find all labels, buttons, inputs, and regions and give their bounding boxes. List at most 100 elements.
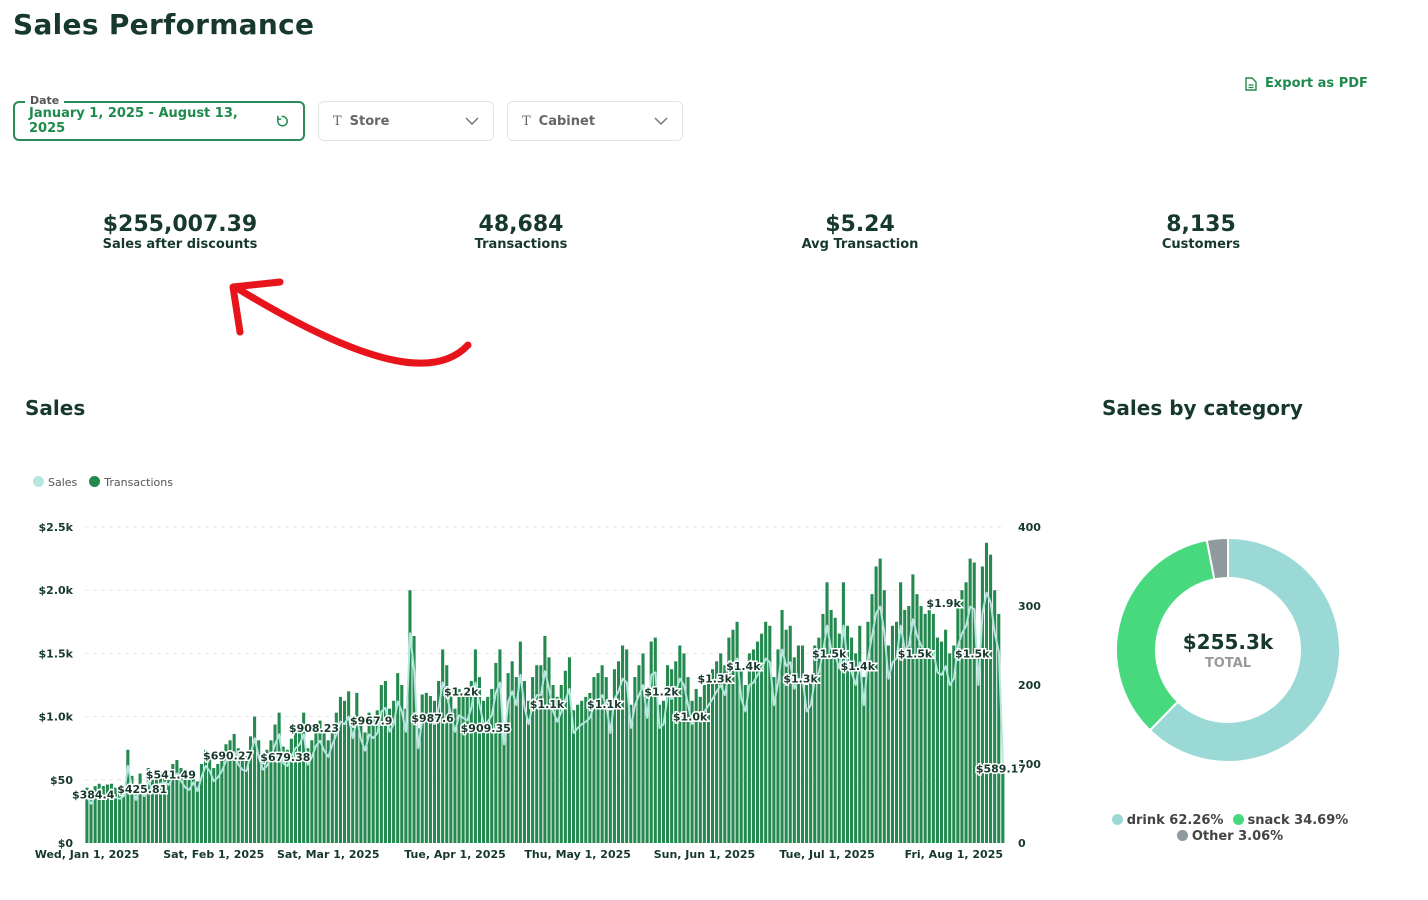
sales-chart-title: Sales [25,396,86,420]
sales-data-label: $1.4k [841,660,876,673]
legend-swatch [1111,814,1123,825]
transaction-bar [428,696,432,843]
transaction-bar [576,704,580,843]
transaction-bar [375,710,379,843]
sales-data-label: $1.1k [587,698,622,711]
transaction-bar [134,791,138,843]
transaction-bar [236,748,240,843]
transaction-bar [567,657,571,843]
transaction-bar [118,789,122,843]
legend-item-other[interactable]: Other 3.06% [1176,829,1283,844]
transaction-bar [629,704,633,843]
reset-icon[interactable] [276,114,289,128]
transaction-bar [383,681,387,843]
x-tick-label: Sun, Jun 1, 2025 [654,848,755,861]
transaction-bar [862,677,866,843]
transaction-bar [588,692,592,843]
sales-data-label: $1.5k [898,647,933,660]
date-field-label: Date [25,94,65,107]
legend-item-snack[interactable]: snack 34.69% [1232,813,1349,828]
transaction-bar [105,784,109,843]
transaction-bar [788,625,792,843]
text-type-icon: T [333,113,342,129]
transaction-bar [277,712,281,843]
transaction-bar [285,749,289,843]
transaction-bar [510,661,514,843]
sales-data-label: $541.49 [146,769,196,782]
transaction-bar [457,688,461,843]
transaction-bar [387,708,392,843]
transaction-bar [837,633,841,843]
transaction-bar [751,649,755,843]
transaction-bar [948,653,952,843]
transaction-bar [768,625,772,843]
legend-swatch [89,476,101,487]
transaction-bar [604,677,608,843]
sales-data-label: $1.4k [726,660,761,673]
y-left-tick-label: $0 [58,837,74,850]
transaction-bar [101,786,105,843]
transaction-bar [535,665,539,843]
transaction-bar [453,708,457,843]
transaction-bar [240,754,244,843]
transaction-bar [199,764,203,843]
transaction-bar [760,633,764,843]
date-range-picker[interactable]: Date January 1, 2025 - August 13, 2025 [13,94,305,141]
transaction-bar [208,756,212,843]
y-right-tick-label: 100 [1018,758,1041,771]
transaction-bar [122,786,126,843]
transaction-bar [269,740,273,843]
donut-legend: drink 62.26% snack 34.69% Other 3.06% [1100,813,1360,845]
transaction-bar [637,665,641,843]
transaction-bar [367,712,371,843]
transaction-bar [502,724,506,843]
sales-data-label: $589.17 [976,763,1026,776]
transaction-bar [571,710,576,843]
transaction-bar [220,756,224,843]
kpi-label: Transactions [474,237,568,252]
transaction-bar [498,649,502,843]
transaction-bar [486,696,490,843]
store-placeholder: Store [349,113,390,129]
store-select[interactable]: T Store [318,101,494,141]
transaction-bar [764,621,768,843]
transaction-bar [625,649,629,843]
legend-item-sales[interactable]: Sales [33,476,77,489]
transaction-bar [915,594,919,843]
cabinet-select[interactable]: T Cabinet [507,101,683,141]
chevron-down-icon [465,117,479,125]
transaction-bar [956,606,960,843]
transaction-bar [960,590,964,843]
y-right-tick-label: 300 [1018,600,1041,613]
transaction-bar [257,740,261,843]
transaction-bar [858,625,862,843]
transaction-bar [841,582,845,843]
legend-item-transactions[interactable]: Transactions [89,476,173,489]
transaction-bar [890,625,894,843]
transaction-bar [293,728,298,843]
legend-label: Transactions [104,476,173,489]
transaction-bar [555,696,559,843]
transaction-bar [355,692,359,843]
x-tick-label: Tue, Apr 1, 2025 [404,848,506,861]
legend-label: snack 34.69% [1247,813,1349,828]
sales-chart-legend: Sales Transactions [33,476,173,489]
transaction-bar [809,677,813,843]
transaction-bar [248,736,253,843]
kpi-transactions: 48,684 Transactions [371,212,671,252]
y-right-tick-label: 400 [1018,521,1041,534]
sales-data-label: $1.0k [673,711,708,724]
sales-data-label: $1.3k [783,673,818,686]
transaction-bar [441,649,445,843]
legend-item-drink[interactable]: drink 62.26% [1111,813,1223,828]
x-tick-label: Sat, Mar 1, 2025 [277,848,380,861]
transaction-bar [253,716,257,843]
export-pdf-button[interactable]: Export as PDF [1245,76,1368,91]
transaction-bar [796,645,800,843]
transaction-bar [437,681,441,843]
transaction-bar [661,700,666,843]
transaction-bar [735,621,739,843]
transaction-bar [310,740,314,843]
transaction-bar [657,704,661,843]
transaction-bar [465,696,469,843]
